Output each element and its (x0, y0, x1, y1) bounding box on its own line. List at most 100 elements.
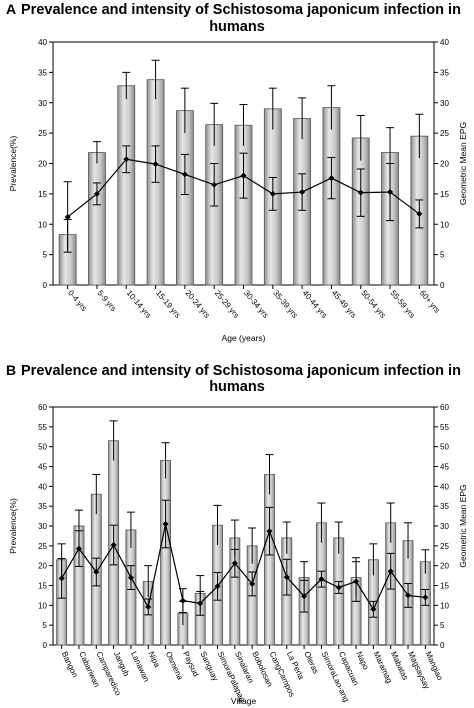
y-tick-label: 35 (38, 68, 47, 77)
chart-title-line2: humans (209, 379, 265, 395)
line-point (179, 597, 186, 604)
bar (88, 152, 106, 286)
x-tick-label: Oleras (302, 650, 320, 675)
y2-tick-label: 0 (440, 281, 445, 290)
y-tick-label: 55 (38, 423, 47, 432)
y-tick-label: 10 (38, 220, 47, 229)
line-point (422, 594, 429, 601)
line-series (61, 523, 426, 611)
line-point (387, 189, 394, 196)
x-tick-label: 55-59 yrs (389, 289, 417, 320)
line-point (211, 181, 218, 188)
y2-tick-label: 60 (440, 403, 449, 412)
y2-tick-label: 15 (440, 190, 449, 199)
y-tick-label: 40 (38, 482, 47, 491)
line-point (145, 603, 152, 610)
y-axis-label: Prevalence(%) (8, 135, 18, 191)
y-tick-label: 25 (38, 129, 47, 138)
line-point (283, 574, 290, 581)
y-tick-label: 15 (38, 190, 47, 199)
line-point (181, 171, 188, 178)
x-tick-label: 40-44 yrs (301, 289, 329, 320)
chart-panel-a: A Prevalence and intensity of Schistosoma… (6, 1, 468, 343)
x-axis-label: Age (years) (222, 333, 266, 343)
chart-title: Prevalence and intensity of Schistosoma … (21, 2, 461, 18)
y2-axis-label: Geometric Mean EPG (458, 484, 468, 567)
line-point (370, 606, 377, 613)
line-point (58, 575, 65, 582)
line-point (110, 542, 117, 549)
y2-tick-label: 5 (440, 251, 445, 260)
y2-tick-label: 15 (440, 582, 449, 591)
line-point (269, 190, 276, 197)
line-point (249, 580, 256, 587)
y-tick-label: 5 (43, 251, 48, 260)
y-tick-label: 5 (43, 621, 48, 630)
y2-tick-label: 25 (440, 129, 449, 138)
bar (117, 85, 136, 286)
y2-tick-label: 45 (440, 463, 449, 472)
bar (160, 460, 171, 646)
y2-tick-label: 40 (440, 38, 449, 47)
x-axis-label: Village (231, 696, 257, 706)
y-tick-label: 10 (38, 601, 47, 610)
y-tick-label: 30 (38, 522, 47, 531)
line-point (301, 593, 308, 600)
line-point (266, 528, 273, 535)
y2-tick-label: 20 (440, 562, 449, 571)
y-tick-label: 20 (38, 562, 47, 571)
x-tick-label: 35-39 yrs (271, 289, 299, 320)
y-tick-label: 45 (38, 463, 47, 472)
x-tick-label: 0-4 yrs (66, 289, 89, 314)
y2-tick-label: 55 (440, 423, 449, 432)
bar (264, 474, 275, 646)
y-tick-label: 60 (38, 403, 47, 412)
y2-tick-label: 0 (440, 641, 445, 650)
line-point (240, 172, 247, 179)
line-point (93, 569, 100, 576)
y-tick-label: 15 (38, 582, 47, 591)
y-tick-label: 0 (43, 641, 48, 650)
x-tick-label: 60+ yrs (418, 289, 442, 315)
y2-tick-label: 30 (440, 99, 449, 108)
line-point (162, 521, 169, 528)
x-tick-label: 15-19 yrs (154, 289, 182, 320)
line-point (299, 189, 306, 196)
y-tick-label: 35 (38, 502, 47, 511)
line-point (231, 560, 238, 567)
chart-panel-b: B Prevalence and intensity of Schistosoma… (6, 362, 468, 706)
x-tick-label: 5-9 yrs (95, 289, 118, 314)
y-tick-label: 25 (38, 542, 47, 551)
x-tick-label: Bangon (60, 650, 80, 679)
panel-label: A (6, 1, 16, 17)
line-point (357, 189, 364, 196)
line-point (152, 161, 159, 168)
line-point (353, 578, 360, 585)
y2-tick-label: 50 (440, 443, 449, 452)
x-tick-label: 20-24 yrs (183, 289, 211, 320)
y-tick-label: 0 (43, 281, 48, 290)
x-tick-label: 30-34 yrs (242, 289, 270, 320)
line-point (214, 583, 221, 590)
line-point (64, 213, 71, 220)
y2-tick-label: 30 (440, 522, 449, 531)
y2-tick-label: 5 (440, 621, 445, 630)
line-point (328, 175, 335, 182)
y-axis-label: Prevalence(%) (8, 498, 18, 554)
line-point (75, 545, 82, 552)
x-tick-label: 25-29 yrs (213, 289, 241, 320)
x-tick-label: 10-14 yrs (125, 289, 153, 320)
y2-axis-label: Geometric Mean EPG (458, 122, 468, 205)
y2-tick-label: 10 (440, 220, 449, 229)
chart-title-line2: humans (209, 19, 265, 35)
x-tick-label: Napo (354, 650, 370, 672)
y2-tick-label: 25 (440, 542, 449, 551)
line-point (318, 576, 325, 583)
bar (175, 110, 194, 286)
line-point (197, 600, 204, 607)
line-point (387, 568, 394, 575)
y2-tick-label: 20 (440, 160, 449, 169)
x-tick-label: 45-49 yrs (330, 289, 358, 320)
y-tick-label: 50 (38, 443, 47, 452)
